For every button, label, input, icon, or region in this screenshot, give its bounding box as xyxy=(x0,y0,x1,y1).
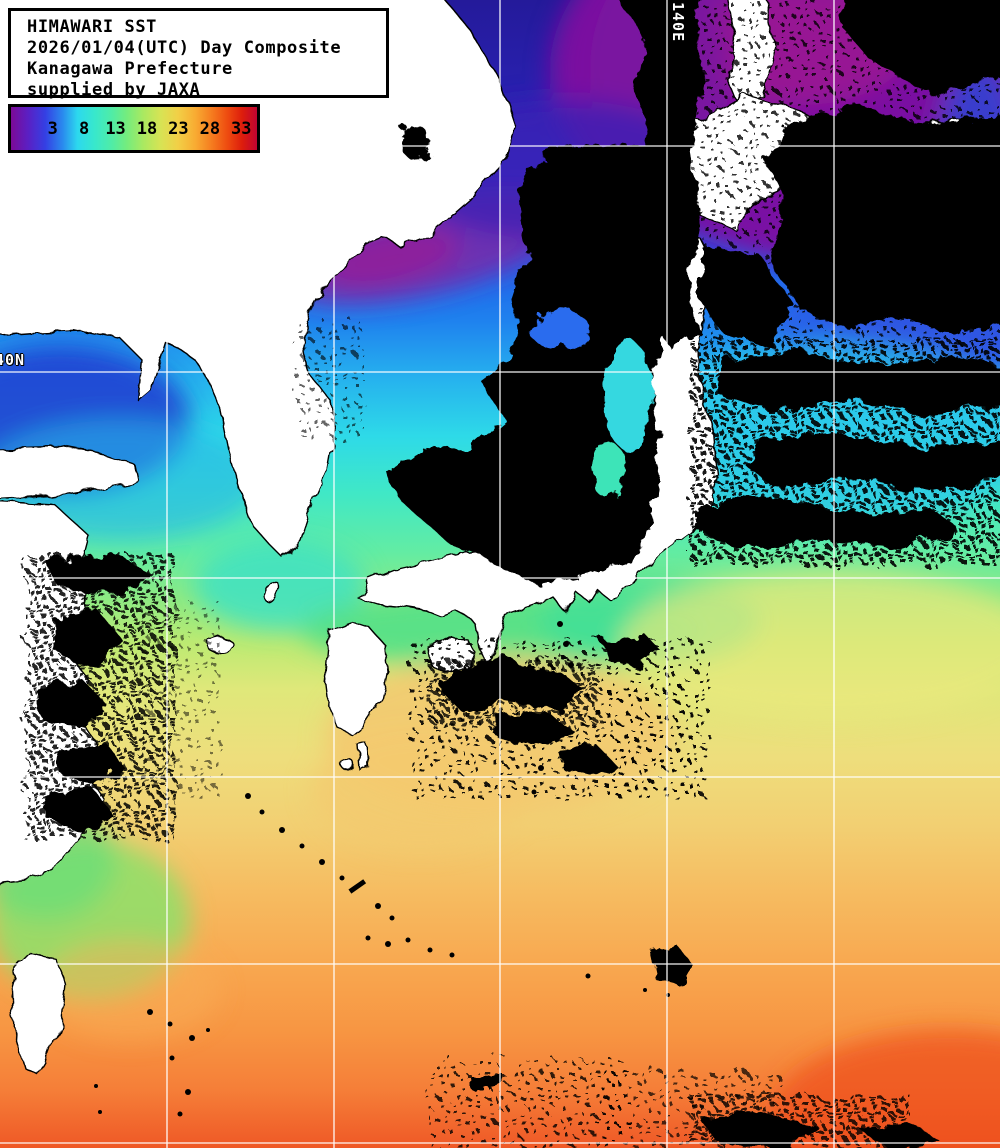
colorbar-tick: 28 xyxy=(199,118,221,139)
colorbar-tick: 8 xyxy=(79,118,90,139)
gridline-label-longitude: 140E xyxy=(669,2,687,43)
colorbar-tick: 23 xyxy=(168,118,189,139)
land-tanegashima xyxy=(357,742,369,771)
colorbar-tick: 13 xyxy=(105,118,126,139)
land-yakushima xyxy=(340,757,354,771)
land-kyushu xyxy=(323,621,389,736)
colorbar-tick: 33 xyxy=(231,118,252,139)
cloud-speck-fields xyxy=(25,0,1000,1148)
title-line-source: supplied by JAXA xyxy=(27,80,201,100)
gridline-label-latitude: 40N xyxy=(0,351,26,369)
title-line-product: HIMAWARI SST xyxy=(27,17,158,37)
title-line-region: Kanagawa Prefecture xyxy=(27,59,233,79)
colorbar-legend: 3 8 13 18 23 28 33 xyxy=(8,104,260,153)
land-tsushima xyxy=(264,581,280,603)
land-taiwan xyxy=(11,951,67,1076)
cloud-holes xyxy=(530,310,652,498)
land-shandong xyxy=(0,445,139,500)
island-dots-group xyxy=(94,621,670,1117)
title-box: HIMAWARI SST 2026/01/04(UTC) Day Composi… xyxy=(8,8,389,100)
colorbar-tick: 3 xyxy=(47,118,58,139)
colorbar-tick: 18 xyxy=(136,118,158,139)
title-line-date: 2026/01/04(UTC) Day Composite xyxy=(27,38,342,58)
